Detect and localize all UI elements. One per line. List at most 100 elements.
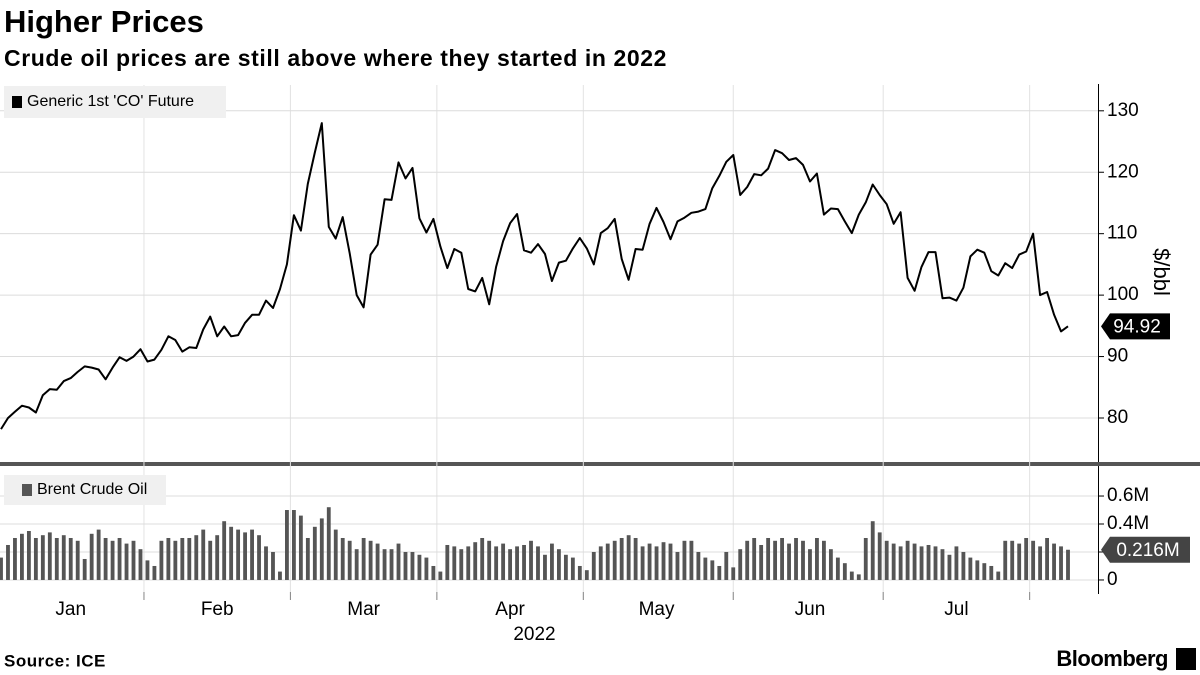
y-tick-label: 0.4M <box>1107 513 1149 534</box>
volume-bar <box>954 546 959 580</box>
volume-bar <box>305 537 310 580</box>
volume-bar <box>947 554 952 580</box>
volume-bar <box>815 537 819 580</box>
legend-box <box>4 86 226 118</box>
volume-bar <box>194 535 199 580</box>
volume-bar <box>626 535 631 580</box>
volume-bar <box>821 540 826 580</box>
volume-bar <box>996 571 1001 580</box>
volume-bar <box>940 549 945 580</box>
volume-bar <box>354 549 359 580</box>
volume-bar <box>759 544 764 580</box>
volume-bar <box>647 543 652 580</box>
x-axis-label: 2022 <box>513 624 555 645</box>
volume-bar <box>794 537 798 580</box>
chart-subtitle: Crude oil prices are still above where t… <box>4 45 667 71</box>
volume-bar <box>13 537 17 580</box>
volume-bar <box>75 540 80 580</box>
volume-bar <box>124 543 129 580</box>
volume-bar <box>612 540 617 580</box>
y-tick-label: 80 <box>1107 407 1128 428</box>
volume-bar <box>828 549 833 580</box>
volume-bar <box>152 565 157 580</box>
volume-bar <box>403 551 408 580</box>
volume-bar <box>222 521 227 580</box>
volume-bar <box>368 540 373 580</box>
volume-bar <box>180 537 185 580</box>
volume-bar <box>1024 537 1029 580</box>
volume-bar <box>933 546 938 580</box>
volume-bar <box>424 557 429 580</box>
volume-bar <box>166 537 171 580</box>
volume-bar <box>117 537 122 580</box>
volume-bar <box>605 543 610 580</box>
volume-bar <box>201 529 206 580</box>
volume-bar <box>54 537 59 580</box>
y-tick-label: 120 <box>1107 161 1139 182</box>
volume-bar <box>773 540 778 580</box>
volume-bar <box>1017 543 1022 580</box>
volume-bar <box>319 518 324 580</box>
volume-bar <box>926 544 931 580</box>
volume-bar <box>1010 540 1015 580</box>
volume-bar <box>20 533 24 580</box>
volume-bar <box>445 544 450 580</box>
volume-bar <box>285 510 289 580</box>
panel-separator <box>0 462 1200 466</box>
volume-bar <box>96 529 101 580</box>
volume-bar <box>396 543 401 580</box>
volume-bar <box>884 540 889 580</box>
volume-bar <box>61 535 66 580</box>
volume-bar <box>1059 546 1063 580</box>
volume-bar <box>480 537 485 580</box>
volume-bar <box>68 537 73 580</box>
volume-bar <box>466 546 471 580</box>
volume-bar <box>842 563 847 580</box>
volume-bar <box>508 549 513 580</box>
volume-bar <box>675 551 680 580</box>
volume-bar <box>912 543 917 580</box>
volume-bar <box>82 558 87 580</box>
volume-bar <box>494 546 499 580</box>
volume-bar <box>1052 543 1056 580</box>
last-value-label: 94.92 <box>1113 316 1161 337</box>
volume-bar <box>47 532 52 580</box>
volume-bar <box>975 560 980 580</box>
volume-bar <box>298 515 303 580</box>
volume-bar <box>1045 537 1049 580</box>
volume-bar <box>271 551 275 580</box>
volume-bar <box>459 549 464 580</box>
legend-swatch <box>12 96 22 108</box>
legend-label: Brent Crude Oil <box>37 481 147 498</box>
volume-bar <box>473 542 478 580</box>
x-tick-label: Jul <box>944 599 968 620</box>
volume-bar <box>717 565 722 580</box>
volume-bar <box>863 537 868 580</box>
volume-bar <box>361 537 366 580</box>
y-axis-label: $/bbl <box>1149 248 1174 296</box>
volume-bar <box>633 537 638 580</box>
volume-bar <box>312 526 317 580</box>
volume-bar <box>905 540 910 580</box>
volume-bar <box>577 565 582 580</box>
volume-bar <box>536 546 540 580</box>
volume-bar <box>661 542 666 580</box>
volume-bar <box>745 540 750 580</box>
brand-icon <box>1176 648 1196 670</box>
volume-bar <box>291 510 296 580</box>
x-tick-label: May <box>639 599 675 620</box>
volume-bar <box>584 570 589 580</box>
volume-bar <box>550 543 554 580</box>
y-axis-line <box>1098 84 1099 594</box>
volume-bar <box>591 551 596 580</box>
volume-bar <box>173 540 178 580</box>
y-tick-label: 90 <box>1107 346 1128 367</box>
volume-bar <box>0 557 3 580</box>
volume-bar <box>1038 546 1043 580</box>
volume-bar <box>515 546 519 580</box>
volume-bar <box>326 507 331 580</box>
last-value-label: 0.216M <box>1116 540 1179 561</box>
volume-bar <box>689 540 694 580</box>
volume-bar <box>431 565 436 580</box>
volume-bar <box>410 551 415 580</box>
